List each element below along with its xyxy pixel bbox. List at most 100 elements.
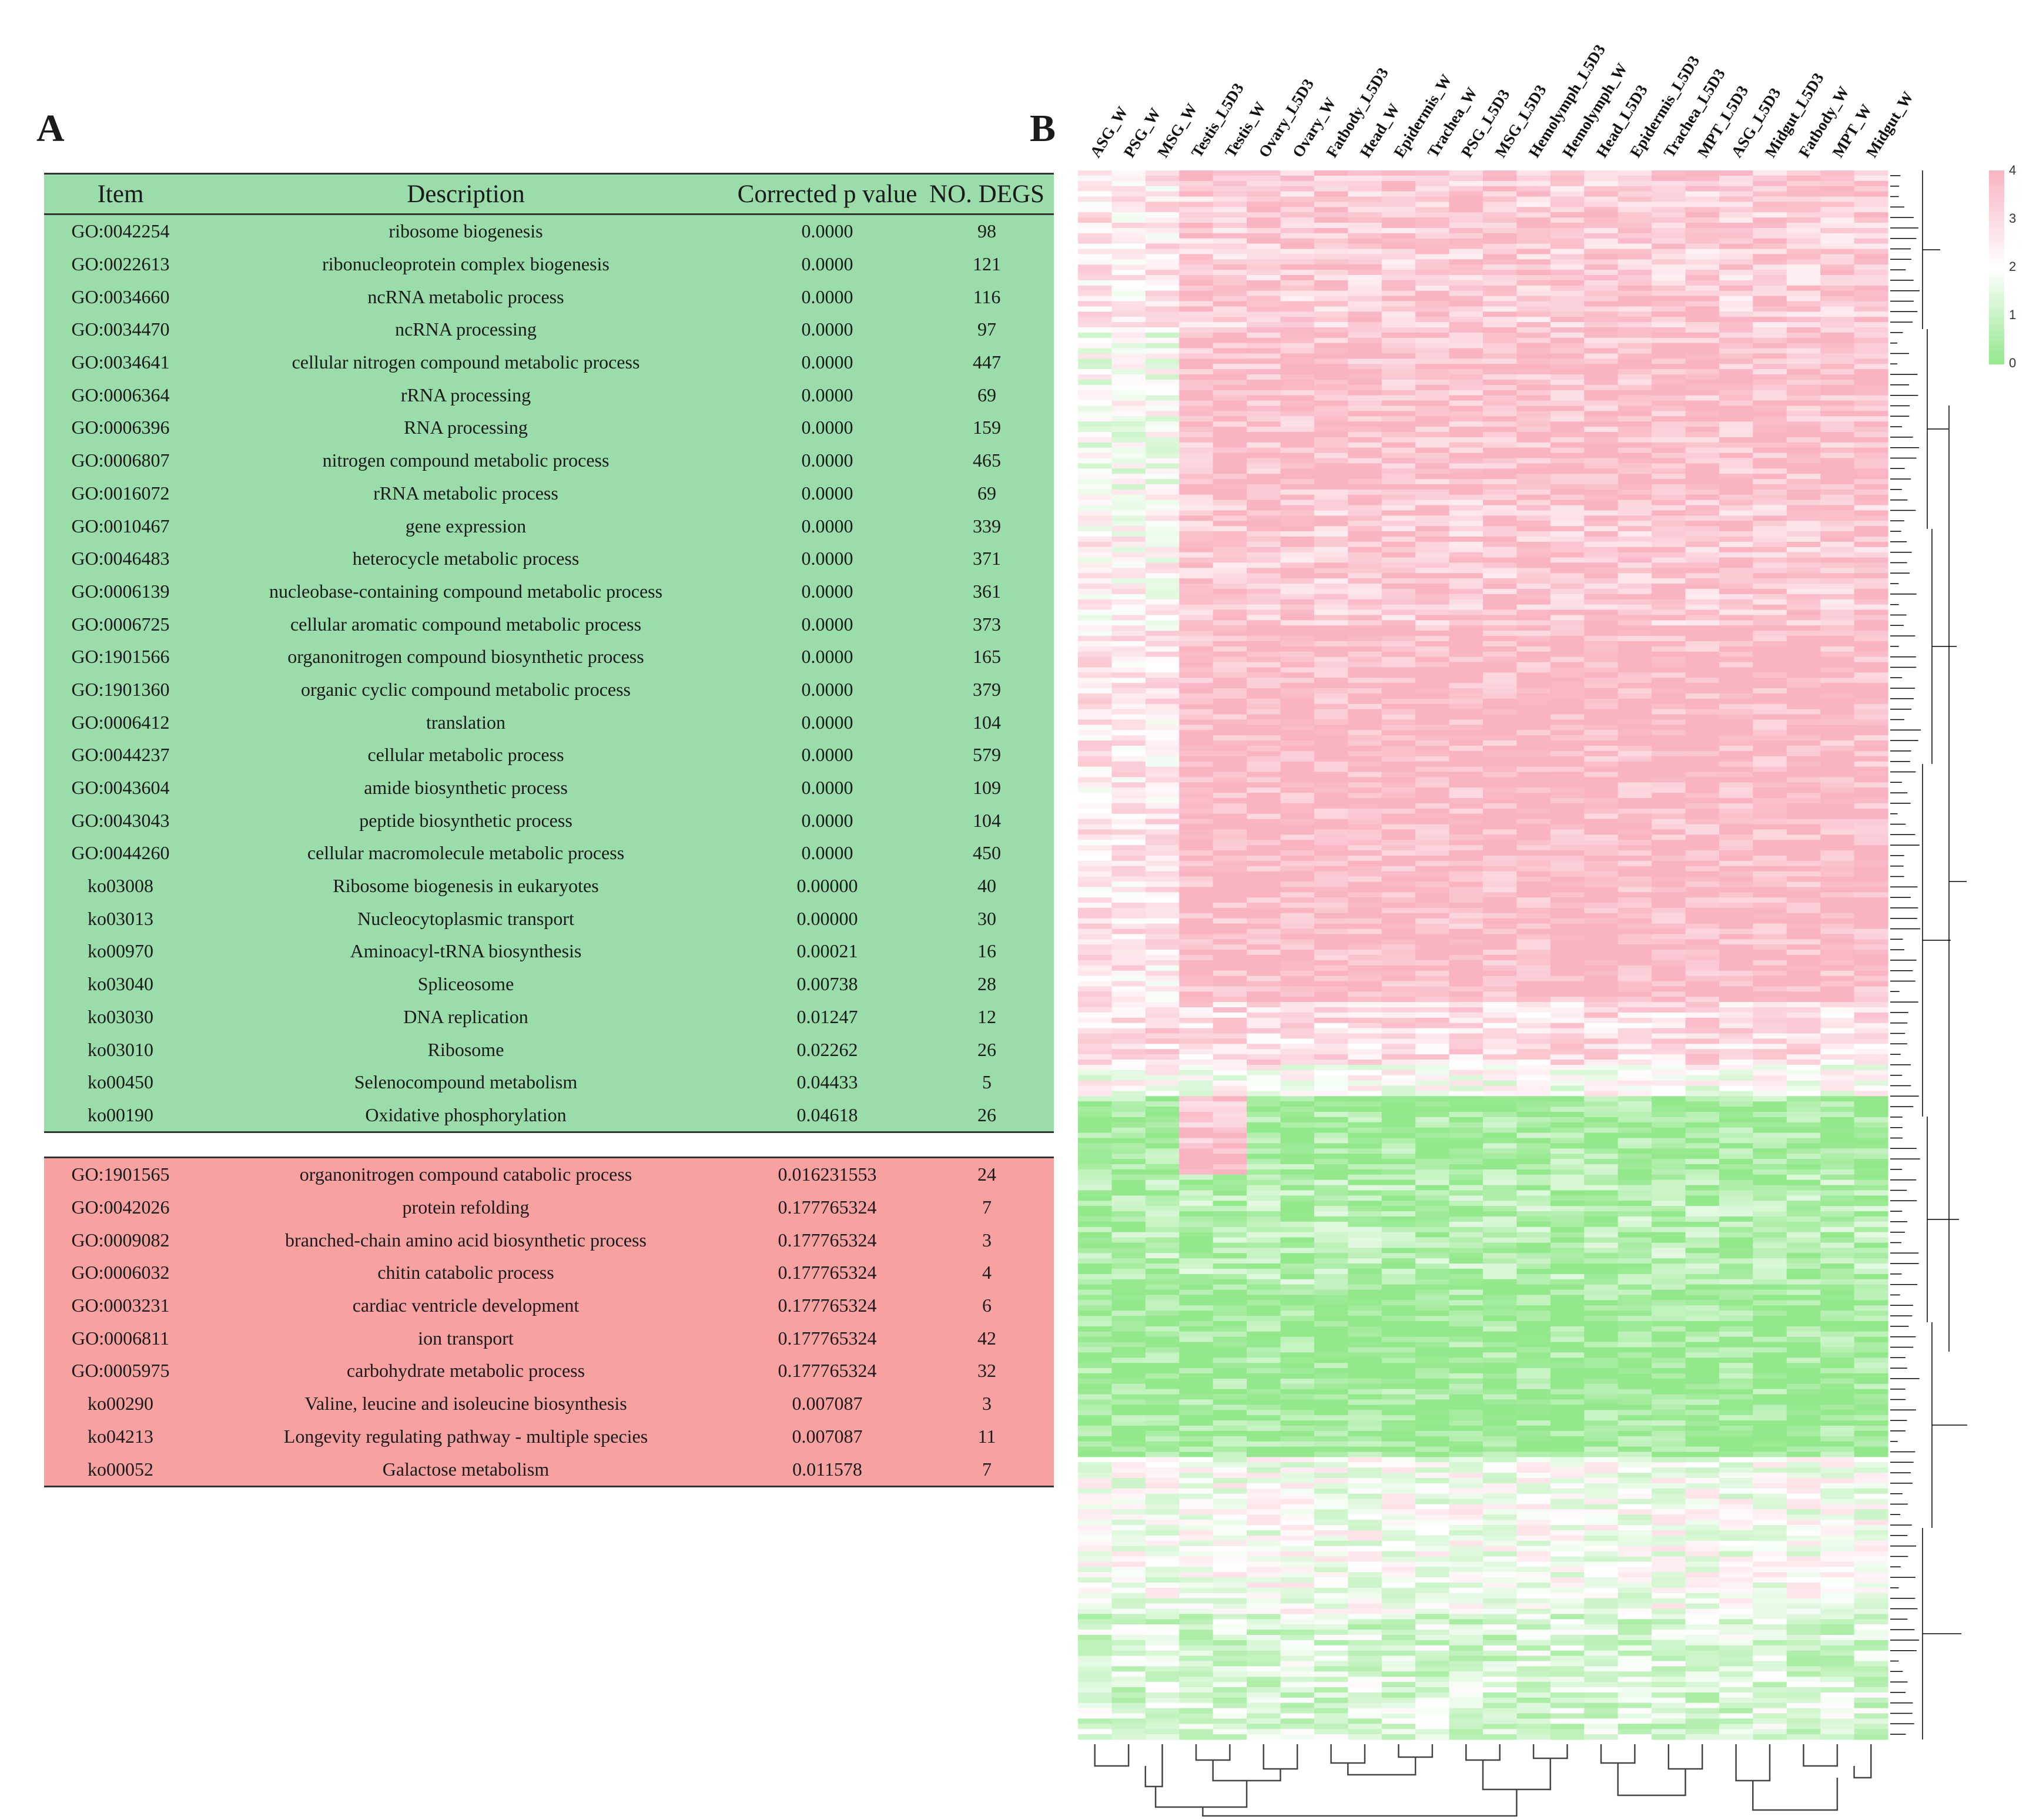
heatmap-cell [1652, 505, 1686, 511]
heatmap-cell [1280, 327, 1315, 333]
heatmap-cell [1314, 860, 1348, 867]
heatmap-cell [1516, 453, 1551, 459]
heatmap-cell [1213, 641, 1247, 647]
heatmap-cell [1381, 881, 1416, 887]
heatmap-cell [1415, 625, 1450, 631]
heatmap-cell [1213, 447, 1247, 454]
heatmap-cell [1078, 421, 1113, 427]
heatmap-cell [1854, 1060, 1888, 1065]
heatmap-cell [1381, 976, 1416, 982]
heatmap-cell [1584, 515, 1619, 521]
heatmap-cell [1213, 918, 1247, 924]
heatmap-cell [1483, 259, 1518, 265]
heatmap-cell [1652, 1012, 1686, 1018]
heatmap-cell [1483, 1132, 1518, 1139]
heatmap-cell [1786, 683, 1821, 689]
heatmap-cell [1820, 369, 1855, 375]
heatmap-cell [1550, 432, 1585, 438]
heatmap-cell [1685, 960, 1720, 966]
heatmap-cell [1786, 463, 1821, 469]
heatmap-cell [1348, 541, 1382, 548]
heatmap-cell [1179, 772, 1214, 777]
heatmap-cell [1415, 301, 1450, 307]
heatmap-cell [1348, 296, 1382, 302]
heatmap-cell [1348, 641, 1382, 647]
heatmap-cell [1415, 442, 1450, 448]
heatmap-cell [1280, 212, 1315, 218]
heatmap-cell [1111, 1112, 1146, 1118]
heatmap-cell [1111, 223, 1146, 229]
heatmap-cell [1584, 489, 1619, 495]
heatmap-cell [1111, 808, 1146, 815]
heatmap-cell [1719, 1195, 1753, 1201]
heatmap-cell [1145, 866, 1180, 872]
heatmap-cell [1685, 772, 1720, 777]
heatmap-cell [1348, 1122, 1382, 1128]
heatmap-cell [1179, 322, 1214, 328]
heatmap-cell [1786, 1038, 1821, 1044]
heatmap-cell [1348, 227, 1382, 234]
heatmap-cell [1753, 322, 1787, 328]
heatmap-cell [1213, 1012, 1247, 1018]
heatmap-cell [1415, 584, 1450, 589]
heatmap-cell [1314, 631, 1348, 636]
heatmap-cell [1213, 625, 1247, 631]
heatmap-cell [1415, 285, 1450, 291]
heatmap-cell [1854, 866, 1888, 872]
heatmap-cell [1381, 829, 1416, 835]
heatmap-cell [1854, 442, 1888, 448]
heatmap-cell [1516, 521, 1551, 527]
heatmap-cell [1685, 981, 1720, 987]
heatmap-cell [1145, 824, 1180, 830]
heatmap-cell [1550, 411, 1585, 417]
heatmap-cell [1111, 290, 1146, 297]
heatmap-cell [1719, 238, 1753, 244]
heatmap-cell [1213, 615, 1247, 621]
heatmap-cell [1415, 170, 1450, 176]
heatmap-cell [1854, 1101, 1888, 1107]
heatmap-cell [1415, 1044, 1450, 1050]
heatmap-cell [1078, 646, 1113, 652]
heatmap-cell [1618, 719, 1652, 725]
heatmap-cell [1786, 1174, 1821, 1181]
heatmap-cell [1348, 479, 1382, 485]
heatmap-cell [1145, 730, 1180, 736]
heatmap-cell [1449, 1038, 1483, 1044]
heatmap-cell [1280, 405, 1315, 411]
heatmap-cell [1550, 850, 1585, 856]
heatmap-cell [1652, 337, 1686, 344]
heatmap-cell [1652, 929, 1686, 934]
heatmap-cell [1786, 337, 1821, 344]
heatmap-cell [1584, 170, 1619, 176]
heatmap-cell [1550, 714, 1585, 720]
heatmap-cell [1247, 578, 1281, 584]
heatmap-cell [1449, 400, 1483, 407]
heatmap-cell [1618, 442, 1652, 448]
heatmap-cell [1247, 442, 1281, 448]
heatmap-cell [1179, 756, 1214, 762]
heatmap-cell [1550, 1132, 1585, 1139]
heatmap-cell [1820, 913, 1855, 919]
heatmap-cell [1213, 986, 1247, 992]
heatmap-cell [1820, 672, 1855, 678]
heatmap-cell [1145, 876, 1180, 882]
heatmap-cell [1550, 876, 1585, 882]
heatmap-cell [1719, 1049, 1753, 1055]
heatmap-cell [1449, 1091, 1483, 1097]
heatmap-cell [1280, 667, 1315, 673]
heatmap-cell [1247, 1159, 1281, 1165]
heatmap-cell [1179, 1007, 1214, 1013]
heatmap-cell [1348, 803, 1382, 809]
heatmap-cell [1449, 719, 1483, 725]
heatmap-cell [1314, 950, 1348, 956]
heatmap-cell [1449, 761, 1483, 767]
heatmap-cell [1145, 678, 1180, 683]
heatmap-cell [1381, 860, 1416, 867]
heatmap-cell [1179, 1085, 1214, 1091]
heatmap-cell [1381, 1127, 1416, 1134]
heatmap-cell [1786, 1185, 1821, 1191]
heatmap-cell [1652, 824, 1686, 830]
heatmap-cell [1820, 521, 1855, 527]
heatmap-cell [1381, 1012, 1416, 1018]
heatmap-cell [1618, 463, 1652, 469]
